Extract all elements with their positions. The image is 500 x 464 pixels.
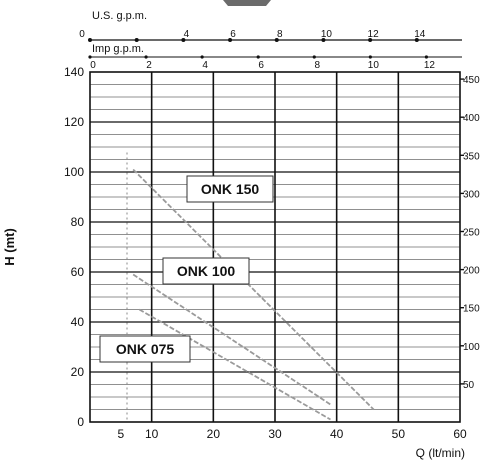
- us-gpm-tick-label: 6: [230, 29, 236, 40]
- imp-gpm-tick-label: 12: [424, 60, 436, 71]
- right-tick-label: 300: [463, 189, 480, 200]
- us-gpm-tick-label: 4: [184, 29, 190, 40]
- us-gpm-tick-dot: [274, 38, 279, 42]
- imp-gpm-tick-dot: [368, 55, 372, 59]
- y-tick-label: 120: [64, 115, 84, 129]
- right-tick-label: 250: [463, 227, 480, 238]
- x-axis-title: Q (lt/min): [416, 446, 465, 460]
- x-tick-label: 60: [453, 427, 467, 441]
- y-tick-label: 0: [77, 415, 84, 429]
- us-gpm-tick-label: 10: [321, 29, 333, 40]
- us-gpm-tick-dot: [368, 38, 373, 42]
- top-axis-ticks: 0 4 6 8 10 12 14 0 2 4 6 8 10 12: [79, 29, 435, 71]
- imp-gpm-tick-label: 6: [258, 60, 264, 71]
- y-tick-label: 20: [71, 365, 85, 379]
- right-tick-label: 150: [463, 304, 480, 315]
- us-gpm-tick-label: 12: [368, 29, 380, 40]
- imp-gpm-axis-title: Imp g.p.m.: [92, 43, 144, 55]
- performance-curves: [132, 168, 375, 421]
- curve-label-text: ONK 075: [116, 341, 175, 357]
- curve-label-box: [162, 257, 250, 285]
- right-axis-ticks: 50 100 150 200 250 300 350 400 450: [460, 75, 480, 391]
- y-tick-label: 100: [64, 165, 84, 179]
- us-gpm-axis-title: U.S. g.p.m.: [92, 10, 147, 22]
- imp-gpm-tick-dot: [88, 55, 92, 59]
- x-axis-ticks: 5 10 20 30 40 50 60: [117, 427, 467, 441]
- y-tick-label: 60: [71, 265, 85, 279]
- x-tick-label: 20: [207, 427, 221, 441]
- right-tick-label: 400: [463, 113, 480, 124]
- us-gpm-tick-label: 8: [277, 29, 283, 40]
- us-gpm-tick-label: 14: [414, 29, 426, 40]
- y-axis-title: H (mt): [2, 228, 17, 266]
- y-tick-label: 140: [64, 65, 84, 79]
- us-gpm-tick-dot: [88, 38, 92, 42]
- series-line: [138, 308, 331, 421]
- y-tick-label: 80: [71, 215, 85, 229]
- imp-gpm-tick-dot: [424, 55, 429, 59]
- right-tick-label: 450: [463, 75, 480, 86]
- right-tick-label: 100: [463, 342, 480, 353]
- right-tick-label: 200: [463, 266, 480, 277]
- y-axis-ticks: 0 20 40 60 80 100 120 140: [64, 65, 84, 429]
- curve-label-box: [99, 335, 191, 363]
- imp-gpm-tick-label: 4: [202, 60, 208, 71]
- curve-label-text: ONK 150: [201, 181, 260, 197]
- right-tick-label: 350: [463, 151, 480, 162]
- x-tick-label: 30: [268, 427, 282, 441]
- us-gpm-tick-label: 0: [79, 29, 85, 40]
- imp-gpm-tick-label: 8: [314, 60, 320, 71]
- curve-labels: ONK 150 ONK 100 ONK 075: [99, 175, 274, 363]
- curve-label-text: ONK 100: [177, 263, 236, 279]
- right-tick-label: 50: [463, 380, 475, 391]
- imp-gpm-tick-label: 2: [146, 60, 152, 71]
- imp-gpm-tick-dot: [256, 55, 260, 59]
- us-gpm-tick-dot: [414, 38, 419, 42]
- us-gpm-tick-dot: [181, 38, 186, 42]
- series-line: [132, 168, 375, 411]
- us-gpm-tick-dot: [134, 38, 139, 42]
- x-tick-label: 50: [392, 427, 406, 441]
- curve-label-box: [186, 175, 274, 203]
- us-gpm-tick-dot: [321, 38, 326, 42]
- x-tick-label: 40: [330, 427, 344, 441]
- imp-gpm-tick-label: 0: [90, 60, 96, 71]
- imp-gpm-tick-dot: [312, 55, 316, 59]
- x-tick-label: 5: [117, 427, 124, 441]
- us-gpm-tick-dot: [228, 38, 233, 42]
- series-line: [132, 273, 331, 406]
- grid-major: [90, 72, 460, 422]
- top-image-fragment: [223, 0, 271, 6]
- y-tick-label: 40: [71, 315, 85, 329]
- imp-gpm-tick-label: 10: [368, 60, 380, 71]
- imp-gpm-tick-dot: [200, 55, 204, 59]
- x-tick-label: 10: [145, 427, 159, 441]
- imp-gpm-tick-dot: [144, 55, 148, 59]
